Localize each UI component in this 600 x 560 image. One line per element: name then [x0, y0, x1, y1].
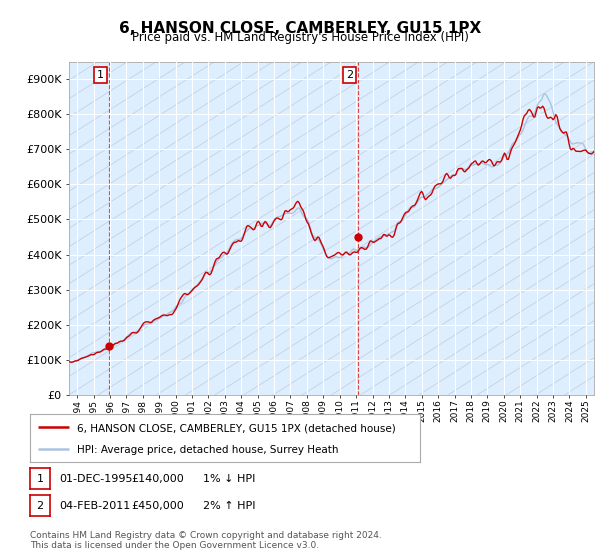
Text: Price paid vs. HM Land Registry's House Price Index (HPI): Price paid vs. HM Land Registry's House …: [131, 31, 469, 44]
Text: Contains HM Land Registry data © Crown copyright and database right 2024.
This d: Contains HM Land Registry data © Crown c…: [30, 531, 382, 550]
Text: 1: 1: [97, 70, 104, 80]
Text: 01-DEC-1995: 01-DEC-1995: [59, 474, 133, 484]
Text: 1: 1: [37, 474, 43, 484]
Text: 04-FEB-2011: 04-FEB-2011: [59, 501, 130, 511]
Text: 1% ↓ HPI: 1% ↓ HPI: [203, 474, 255, 484]
Text: 2: 2: [37, 501, 43, 511]
Text: £450,000: £450,000: [131, 501, 184, 511]
Text: HPI: Average price, detached house, Surrey Heath: HPI: Average price, detached house, Surr…: [77, 445, 338, 455]
Text: 6, HANSON CLOSE, CAMBERLEY, GU15 1PX (detached house): 6, HANSON CLOSE, CAMBERLEY, GU15 1PX (de…: [77, 424, 395, 433]
Text: £140,000: £140,000: [131, 474, 184, 484]
Text: 2% ↑ HPI: 2% ↑ HPI: [203, 501, 256, 511]
Text: 2: 2: [346, 70, 353, 80]
Text: 6, HANSON CLOSE, CAMBERLEY, GU15 1PX: 6, HANSON CLOSE, CAMBERLEY, GU15 1PX: [119, 21, 481, 36]
